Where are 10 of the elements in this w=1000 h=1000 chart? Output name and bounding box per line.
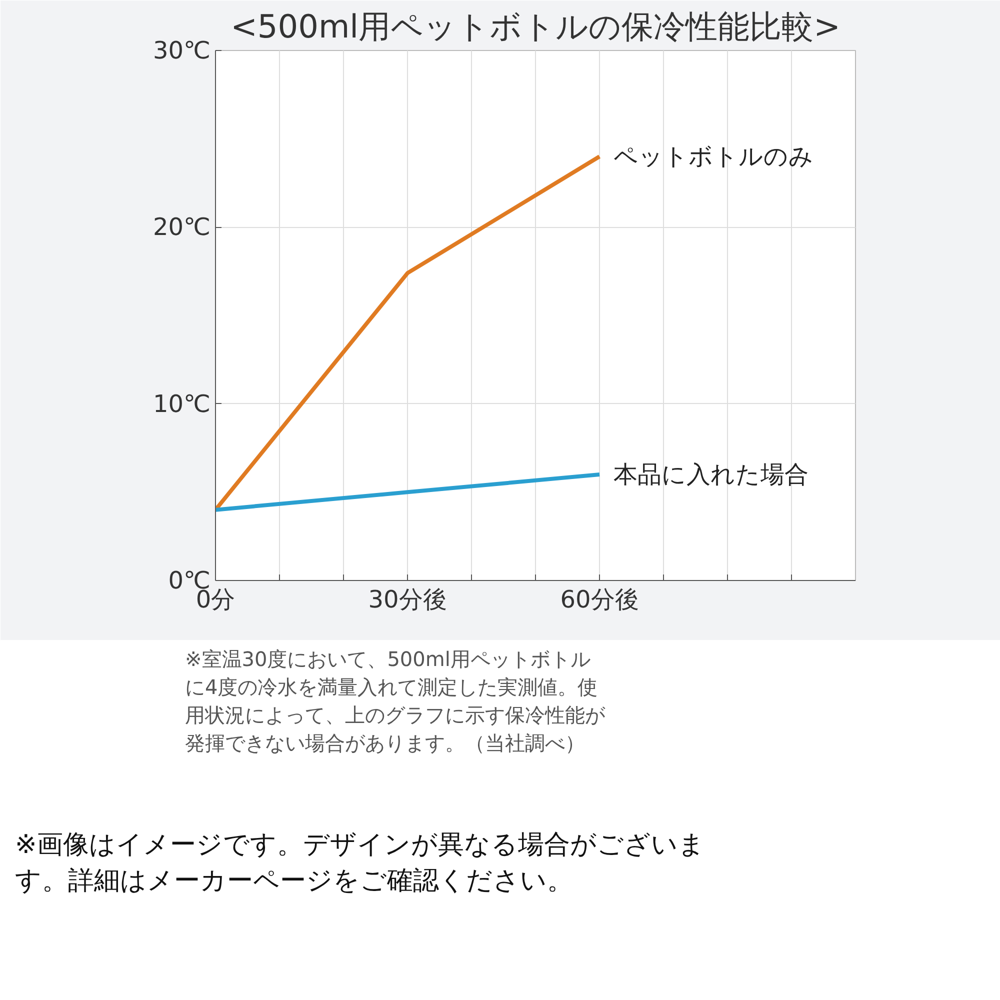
series-label: ペットボトルのみ <box>614 142 814 170</box>
text: ※室温30度において、500ml用ペットボトルに4度の冷水を満量入れて測定した実測値。使用状況によって、上のグラフに示す保冷性能が発揮できない場合があります。（当社調べ） <box>185 646 605 757</box>
series-label: 本品に入れた場合 <box>614 460 808 488</box>
x-tick-label: 60分後 <box>560 586 639 614</box>
y-tick-label: 10℃ <box>153 390 211 418</box>
text: ※画像はイメージです。デザインが異なる場合がございます。詳細はメーカーページをご確認ください。 <box>15 829 706 898</box>
y-tick-label: 20℃ <box>153 213 211 242</box>
chart-title: <500ml用ペットボトルの保冷性能比較> <box>230 8 840 46</box>
x-tick-label: 30分後 <box>368 586 447 614</box>
y-tick-label: 30℃ <box>153 36 211 64</box>
